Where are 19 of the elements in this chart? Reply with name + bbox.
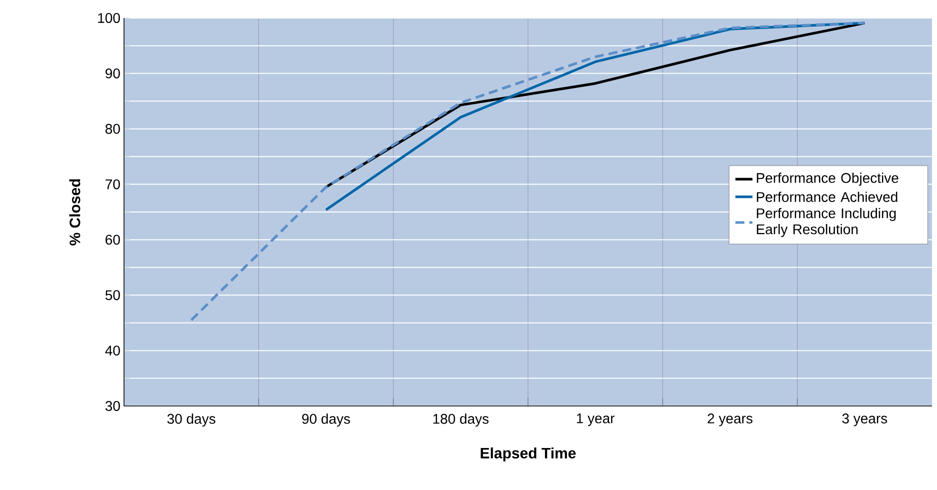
x-tick-label: 30 days xyxy=(167,414,216,427)
y-axis-title: % Closed xyxy=(69,179,80,246)
legend-label: Performance Achieved xyxy=(756,192,898,202)
y-tick-label: 80 xyxy=(106,124,120,134)
y-tick-label: 70 xyxy=(106,179,120,190)
y-tick-label: 60 xyxy=(106,234,120,245)
x-tick-label: 3 years xyxy=(842,414,888,426)
x-tick-label: 180 days xyxy=(433,414,489,427)
legend-label: Performance Objective xyxy=(756,172,898,186)
x-axis-title: Elapsed Time xyxy=(480,447,576,462)
legend-label: Performance Including Early Resolution xyxy=(756,208,896,238)
y-tick-label: 40 xyxy=(105,346,120,356)
y-tick-label: 30 xyxy=(105,401,120,411)
x-tick-label: 2 years xyxy=(708,414,752,426)
x-tick-label: 90 days xyxy=(302,414,350,427)
y-tick-label: 90 xyxy=(106,68,120,78)
y-tick-label: 100 xyxy=(98,13,120,23)
y-tick-label: 50 xyxy=(105,290,120,300)
x-tick-label: 1 year xyxy=(576,414,615,426)
